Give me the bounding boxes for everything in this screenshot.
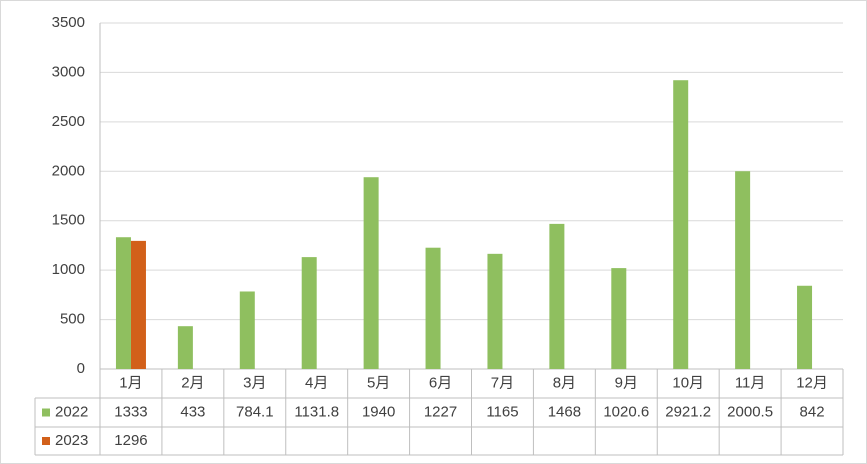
table-cell: 1227 xyxy=(424,403,457,420)
legend-label: 2022 xyxy=(55,403,88,420)
x-tick-label: 1月 xyxy=(119,374,142,391)
x-tick-label: 7月 xyxy=(491,374,514,391)
y-tick-label: 2500 xyxy=(52,113,85,130)
bar xyxy=(177,326,193,369)
x-tick-label: 12月 xyxy=(796,374,828,391)
bar xyxy=(115,237,131,369)
bar xyxy=(611,268,627,369)
table-cell: 1333 xyxy=(114,403,147,420)
bar xyxy=(425,247,441,369)
x-tick-label: 8月 xyxy=(553,374,576,391)
x-tick-label: 9月 xyxy=(615,374,638,391)
x-tick-label: 6月 xyxy=(429,374,452,391)
table-cell: 2000.5 xyxy=(727,403,773,420)
x-tick-label: 3月 xyxy=(243,374,266,391)
bar xyxy=(797,285,813,369)
legend-swatch xyxy=(42,408,50,417)
table-cell: 1468 xyxy=(548,403,581,420)
x-tick-label: 11月 xyxy=(735,374,766,391)
table-cell: 1020.6 xyxy=(603,403,649,420)
table-cell: 842 xyxy=(800,403,825,420)
y-tick-label: 2000 xyxy=(52,162,85,179)
y-tick-label: 0 xyxy=(77,360,85,377)
bar xyxy=(487,253,503,369)
y-tick-label: 1500 xyxy=(52,212,85,229)
y-tick-label: 500 xyxy=(60,311,85,328)
bar xyxy=(239,291,255,369)
legend-swatch xyxy=(42,437,50,445)
bar xyxy=(130,240,146,369)
table-cell: 1165 xyxy=(486,403,518,420)
bar xyxy=(735,171,751,369)
legend-label: 2023 xyxy=(55,432,88,449)
table-cell: 2921.2 xyxy=(665,403,711,420)
y-tick-label: 3500 xyxy=(52,14,85,31)
table-cell: 1940 xyxy=(362,403,395,420)
y-tick-label: 3000 xyxy=(52,63,85,80)
table-cell: 1296 xyxy=(114,432,147,449)
table-cell: 1131.8 xyxy=(294,403,339,420)
x-tick-label: 10月 xyxy=(672,374,704,391)
bar xyxy=(673,80,689,370)
y-tick-label: 1000 xyxy=(52,261,85,278)
table-cell: 784.1 xyxy=(236,403,274,420)
table-cell: 433 xyxy=(180,403,205,420)
x-tick-label: 2月 xyxy=(181,374,204,391)
bar xyxy=(363,177,379,369)
bar xyxy=(301,257,317,369)
x-tick-label: 4月 xyxy=(305,374,328,391)
bar xyxy=(549,223,565,369)
x-tick-label: 5月 xyxy=(367,374,390,391)
